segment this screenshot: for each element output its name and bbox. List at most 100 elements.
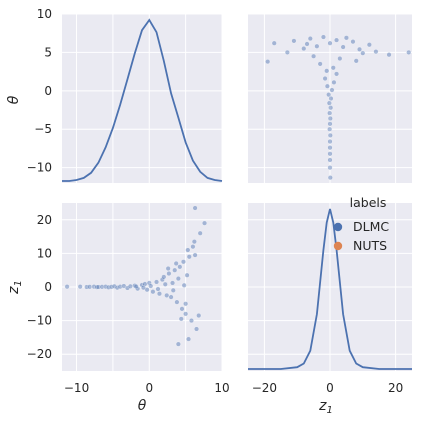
scatter-point [103, 284, 109, 290]
scatter-point [148, 283, 154, 289]
x-tick-label-z1: 0 [326, 381, 334, 395]
scatter-point [314, 43, 320, 49]
scatter-point [327, 165, 333, 171]
scatter-point [170, 280, 175, 286]
scatter-point [360, 50, 366, 56]
scatter-point [173, 261, 179, 266]
scatter-point [192, 205, 198, 211]
legend-label-dlmc: DLMC [353, 219, 389, 234]
scatter-point [350, 39, 356, 45]
scatter-point [320, 34, 326, 40]
scatter-point [327, 175, 333, 181]
scatter-point [327, 139, 333, 144]
y-tick-label-z1: 0 [44, 280, 52, 294]
scatter-point [181, 259, 186, 265]
y-axis-label-z1: z1 [6, 280, 24, 295]
scatter-point [357, 46, 362, 52]
scatter-point [366, 42, 372, 48]
scatter-point [174, 299, 180, 305]
scatter-point [328, 105, 334, 111]
scatter-point [331, 79, 337, 85]
scatter-point [177, 264, 183, 270]
scatter-point [311, 53, 317, 59]
legend-marker-nuts [333, 241, 343, 251]
scatter-point [322, 76, 328, 81]
legend-title: labels [350, 195, 387, 210]
scatter-point [166, 271, 172, 277]
scatter-point [150, 289, 156, 295]
kde-line-z1 [248, 208, 412, 370]
scatter-point [334, 37, 340, 43]
scatter-point [194, 326, 199, 332]
scatter-point [353, 58, 359, 64]
scatter-point [77, 284, 83, 290]
scatter-point [165, 266, 171, 271]
scatter-point [157, 291, 162, 297]
scatter-point [132, 283, 138, 289]
scatter-point [324, 83, 330, 89]
scatter-point [64, 284, 70, 290]
y-axis-label-z1-sub: 1 [13, 280, 24, 286]
y-tick-label-z1: −10 [27, 314, 52, 328]
scatter-point [327, 145, 333, 151]
scatter-point [330, 65, 336, 71]
scatter-point [196, 313, 202, 319]
x-tick-label-z1: 20 [388, 381, 403, 395]
scatter-point [340, 44, 346, 50]
y-tick-label-theta: 5 [44, 45, 52, 59]
scatter-point [326, 100, 332, 106]
scatter-point [373, 49, 379, 55]
scatter-point [127, 283, 133, 289]
scatter-point [329, 87, 335, 93]
legend: labels DLMC NUTS [333, 195, 389, 253]
scatter-point [327, 151, 333, 157]
y-tick-label-theta: 0 [44, 84, 52, 98]
scatter-point [141, 285, 146, 291]
scatter-point [324, 68, 330, 74]
x-axis-label-z1-main: z [318, 398, 327, 414]
y-axis-label-theta: θ [6, 95, 22, 104]
scatter-point [164, 292, 170, 298]
scatter-point [301, 46, 307, 52]
y-tick-label-theta: −5 [34, 122, 52, 136]
scatter-point [125, 285, 130, 291]
scatter-point [327, 157, 333, 163]
scatter-point [307, 36, 313, 42]
scatter-point [186, 336, 191, 342]
scatter-point [161, 274, 167, 280]
gridlines [62, 13, 412, 371]
scatter-point [183, 301, 189, 307]
kde-line-theta [62, 18, 223, 182]
scatter-point [185, 247, 191, 253]
scatter-point [95, 284, 101, 290]
panel-top-left [62, 14, 222, 183]
y-tick-label-theta: 10 [37, 7, 52, 21]
x-tick-label-theta: −10 [64, 381, 89, 395]
scatter-point [291, 38, 297, 44]
scatter-point [191, 239, 197, 245]
scatter-point [114, 285, 120, 291]
scatter-point [146, 280, 152, 286]
scatter-point [154, 279, 159, 285]
scatter-point [190, 244, 196, 250]
tick-labels: 10 5 0 −5 −10 20 10 0 −10 −20 −10 0 10 −20 0 20 [27, 7, 404, 395]
scatter-point [184, 272, 190, 278]
x-tick-label-theta: 10 [214, 381, 229, 395]
legend-label-nuts: NUTS [353, 238, 387, 253]
scatter-point [99, 284, 105, 290]
scatter-point [175, 276, 181, 282]
scatter-point [117, 284, 123, 290]
scatter-point [87, 284, 93, 290]
scatter-point [139, 282, 145, 288]
x-tick-label-theta: 0 [145, 381, 153, 395]
scatter-point [284, 49, 290, 55]
scatter-point [181, 282, 187, 288]
x-axis-label-theta: θ [138, 398, 147, 414]
y-axis-label-z1-main: z [6, 286, 22, 295]
scatter-point [327, 116, 333, 121]
y-tick-label-z1: 20 [37, 213, 52, 227]
scatter-point [162, 281, 168, 287]
scatter-point [186, 254, 192, 260]
scatter-point [328, 96, 334, 101]
scatter-point [179, 306, 185, 312]
